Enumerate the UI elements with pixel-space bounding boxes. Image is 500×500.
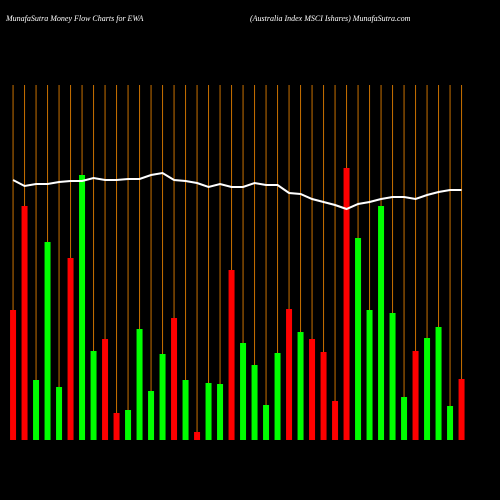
bar (125, 410, 132, 440)
bar (389, 313, 396, 440)
bar (274, 353, 281, 440)
bar (205, 383, 212, 440)
bar (171, 318, 178, 440)
bar (297, 332, 304, 440)
bar (21, 206, 28, 440)
bar (263, 405, 270, 440)
bar (412, 351, 419, 440)
bar (332, 401, 339, 440)
bar (424, 338, 431, 440)
bar (194, 432, 201, 440)
bar (79, 175, 86, 440)
bar (182, 380, 189, 440)
bar (67, 258, 74, 440)
bar (458, 379, 465, 440)
bar (251, 365, 258, 440)
bar (240, 343, 247, 440)
bar (44, 242, 51, 440)
bar (159, 354, 166, 440)
bar (33, 380, 40, 440)
bar (102, 339, 109, 440)
bar (447, 406, 454, 440)
chart-title: MunafaSutra Money Flow Charts for EWA (5, 14, 144, 23)
bar (10, 310, 17, 440)
bar (343, 168, 350, 440)
bar (217, 384, 224, 440)
bar (309, 339, 316, 440)
bar (148, 391, 155, 440)
bar (366, 310, 373, 440)
chart-subtitle: (Australia Index MSCI Ishares) MunafaSut… (250, 14, 411, 23)
bar (320, 352, 327, 440)
bar (136, 329, 143, 440)
money-flow-line (12, 171, 462, 211)
bar (228, 270, 235, 440)
bar (378, 206, 385, 440)
bar (401, 397, 408, 440)
bar (56, 387, 63, 440)
bar (286, 309, 293, 440)
bar (435, 327, 442, 440)
bar (113, 413, 120, 440)
bar (355, 238, 362, 440)
bar (90, 351, 97, 440)
